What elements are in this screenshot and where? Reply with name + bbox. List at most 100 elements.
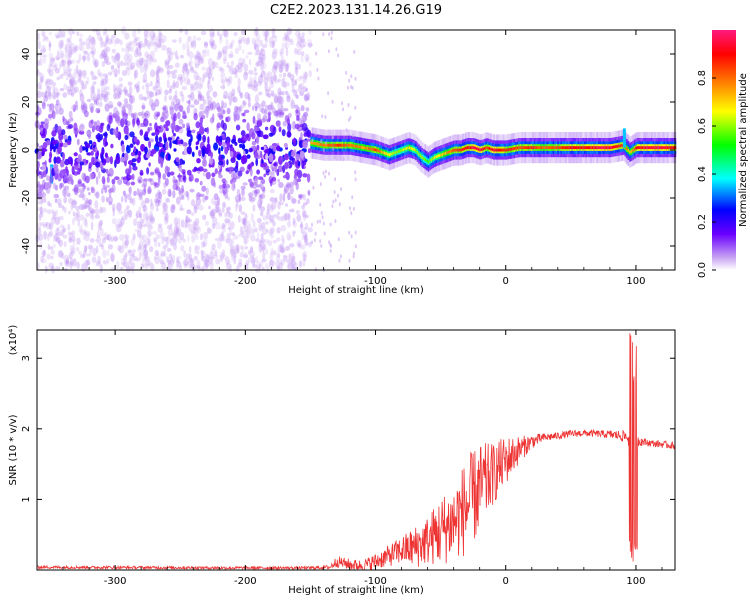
heatmap-ridge-cell	[501, 148, 503, 152]
heatmap-noise-cell	[149, 246, 154, 253]
heatmap-noise-cell	[149, 56, 154, 63]
heatmap-noise-cell	[328, 32, 331, 37]
heatmap-noise-cell	[155, 43, 162, 48]
heatmap-noise-cell	[151, 36, 158, 45]
heatmap-noise-cell	[202, 255, 207, 263]
heatmap-noise-cell	[210, 210, 216, 219]
heatmap-ridge-cell	[347, 143, 350, 147]
heatmap-noise-cell	[186, 49, 190, 57]
heatmap-noise-cell	[219, 234, 224, 242]
heatmap-noise-cell	[158, 136, 163, 143]
heatmap-noise-cell	[55, 34, 60, 39]
heatmap-ridge-cell	[455, 148, 458, 152]
heatmap-ridge-cell	[513, 147, 516, 150]
heatmap-noise-cell	[66, 140, 72, 146]
heatmap-noise-cell	[217, 196, 220, 204]
heatmap-ridge-cell	[394, 151, 397, 154]
heatmap-noise-cell	[158, 172, 162, 180]
heatmap-noise-cell	[143, 63, 149, 71]
heatmap-noise-cell	[79, 229, 86, 235]
heatmap-noise-cell	[242, 57, 246, 65]
heatmap-noise-cell	[155, 192, 160, 200]
heatmap-noise-cell	[258, 240, 262, 248]
heatmap-ridge-cell	[572, 146, 575, 150]
heatmap-noise-cell	[305, 222, 309, 231]
heatmap-noise-cell	[113, 57, 116, 63]
heatmap-noise-cell	[258, 263, 262, 271]
heatmap-noise-cell	[37, 180, 41, 189]
heatmap-noise-cell	[124, 134, 129, 141]
heatmap-noise-cell	[218, 36, 223, 44]
heatmap-noise-cell	[193, 228, 199, 237]
heatmap-noise-cell	[210, 214, 215, 220]
heatmap-noise-cell	[141, 96, 147, 101]
heatmap-noise-cell	[92, 57, 97, 66]
heatmap-ridge-cell	[591, 146, 594, 150]
heatmap-noise-cell	[227, 226, 231, 231]
heatmap-noise-cell	[251, 105, 255, 111]
heatmap-noise-cell	[123, 254, 128, 264]
heatmap-noise-cell	[133, 49, 139, 58]
heatmap-noise-cell	[72, 211, 76, 217]
heatmap-noise-cell	[173, 225, 179, 234]
heatmap-noise-cell	[150, 69, 156, 78]
heatmap-noise-cell	[136, 84, 141, 93]
heatmap-noise-cell	[243, 150, 246, 156]
heatmap-noise-cell	[192, 220, 196, 228]
heatmap-noise-cell	[58, 107, 64, 116]
heatmap-noise-cell	[262, 250, 266, 260]
heatmap-ridge-cell	[396, 150, 399, 154]
heatmap-noise-cell	[321, 215, 324, 220]
heatmap-noise-cell	[69, 48, 73, 53]
heatmap-noise-cell	[71, 250, 75, 254]
heatmap-noise-cell	[73, 122, 78, 132]
heatmap-noise-cell	[203, 41, 209, 49]
heatmap-noise-cell	[118, 77, 124, 82]
heatmap-noise-cell	[168, 253, 173, 259]
heatmap-noise-cell	[137, 246, 141, 252]
heatmap-noise-cell	[166, 166, 171, 172]
heatmap-ridge-cell	[316, 142, 319, 146]
heatmap-noise-cell	[206, 126, 210, 135]
heatmap-noise-cell	[85, 37, 91, 45]
heatmap-noise-cell	[149, 122, 152, 127]
heatmap-noise-cell	[79, 187, 84, 195]
heatmap-noise-cell	[217, 50, 222, 58]
heatmap-noise-cell	[70, 83, 74, 92]
heatmap-noise-cell	[285, 63, 289, 72]
heatmap-noise-cell	[124, 193, 129, 199]
heatmap-noise-cell	[56, 35, 62, 39]
heatmap-noise-cell	[325, 169, 327, 174]
heatmap-noise-cell	[243, 224, 248, 232]
heatmap-noise-cell	[243, 71, 249, 76]
heatmap-noise-cell	[279, 258, 285, 266]
heatmap-ridge-cell	[387, 152, 389, 156]
heatmap-ridge-cell	[451, 149, 453, 153]
heatmap-noise-cell	[89, 50, 95, 55]
heatmap-noise-cell	[115, 53, 121, 62]
heatmap-noise-cell	[263, 239, 269, 244]
heatmap-noise-cell	[80, 104, 85, 110]
heatmap-noise-cell	[320, 139, 323, 144]
heatmap-noise-cell	[166, 247, 172, 252]
heatmap-noise-cell	[233, 255, 237, 265]
heatmap-noise-cell	[306, 92, 311, 101]
heatmap-noise-cell	[228, 75, 233, 85]
heatmap-noise-cell	[151, 132, 156, 136]
heatmap-noise-cell	[188, 253, 193, 262]
heatmap-noise-cell	[58, 203, 63, 208]
heatmap-noise-cell	[205, 109, 209, 118]
heatmap-noise-cell	[322, 32, 325, 37]
heatmap-noise-cell	[135, 36, 140, 41]
heatmap-noise-cell	[158, 36, 162, 46]
heatmap-noise-cell	[177, 261, 182, 268]
heatmap-noise-cell	[78, 193, 85, 198]
heatmap-noise-cell	[272, 93, 278, 98]
heatmap-noise-cell	[82, 54, 86, 63]
heatmap-noise-cell	[226, 159, 229, 166]
heatmap-noise-cell	[176, 180, 181, 187]
heatmap-noise-cell	[59, 262, 63, 266]
heatmap-noise-cell	[158, 37, 163, 43]
heatmap-noise-cell	[193, 112, 198, 121]
heatmap-noise-cell	[173, 95, 178, 100]
